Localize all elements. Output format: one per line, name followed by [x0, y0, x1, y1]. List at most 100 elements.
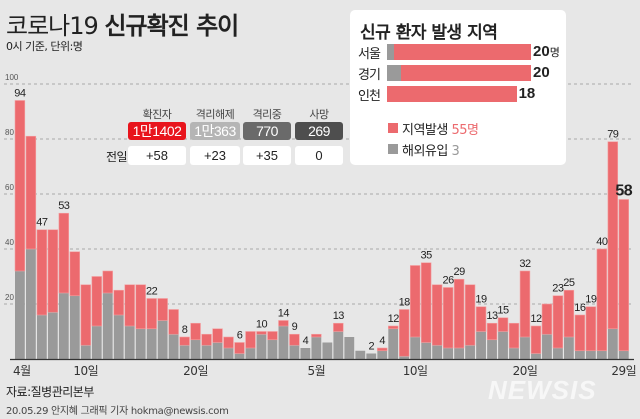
bar-local: [135, 284, 146, 330]
bar-local: [596, 248, 608, 352]
bar-local: [245, 331, 256, 349]
data-label: 53: [58, 200, 70, 212]
bar-imported: [618, 350, 629, 359]
bar-imported: [168, 334, 179, 359]
bar-local: [377, 347, 388, 352]
bar-imported: [399, 356, 410, 359]
bar-local: [113, 289, 124, 316]
bar-imported: [47, 312, 58, 359]
bar-local: [311, 333, 322, 338]
region-bar-imported: [387, 44, 395, 60]
bar-imported: [245, 347, 256, 359]
bar-local: [190, 322, 201, 341]
bar-local: [398, 309, 410, 357]
stat-label: 확진자: [142, 108, 172, 121]
stat-label: 사망: [309, 108, 329, 121]
data-label: 13: [486, 310, 498, 322]
region-bar-local: [387, 86, 517, 102]
bar-local: [552, 295, 564, 349]
bar-imported: [465, 345, 475, 359]
x-tick-label: 10일: [73, 364, 98, 378]
bar-local: [47, 229, 59, 313]
y-tick-label: 20: [5, 293, 14, 302]
bar-imported: [574, 350, 585, 359]
bar-imported: [36, 314, 47, 359]
bar-local: [289, 333, 300, 346]
legend-local-name: 지역발생: [402, 123, 448, 138]
region-bar-local: [394, 44, 531, 60]
bar-imported: [190, 339, 201, 359]
x-tick-label: 20일: [183, 364, 208, 378]
bar-imported: [520, 336, 530, 359]
stat-label: 격리중: [252, 108, 282, 121]
data-label: 29: [453, 266, 465, 278]
bar-local: [475, 306, 487, 332]
bar-imported: [300, 347, 311, 359]
bar-imported: [267, 339, 278, 359]
data-label: 13: [333, 310, 345, 322]
data-label: 10: [256, 318, 268, 330]
bar-imported: [432, 345, 443, 359]
bar-imported: [333, 331, 344, 359]
region-value-number: 20: [533, 64, 550, 81]
data-label: 12: [530, 313, 542, 325]
region-name: 서울: [358, 47, 381, 62]
bar-imported: [102, 292, 113, 359]
bar-local: [409, 265, 421, 338]
bar-local: [486, 322, 498, 341]
region-bar-imported: [387, 65, 402, 81]
data-label: 9: [292, 321, 298, 333]
bar-imported: [377, 350, 388, 359]
bar-imported: [58, 292, 69, 359]
stat-diff: +23: [190, 146, 240, 165]
region-value-number: 20: [533, 43, 550, 60]
x-tick-label: 10일: [403, 364, 428, 378]
bar-imported: [322, 342, 333, 359]
bar-imported: [607, 328, 618, 359]
data-label: 19: [585, 294, 597, 306]
data-label: 23: [552, 283, 564, 295]
bar-imported: [487, 339, 497, 359]
bar-local: [58, 212, 70, 294]
region-name: 인천: [358, 89, 381, 104]
bar-imported: [542, 334, 552, 359]
bar-imported: [344, 336, 355, 359]
bar-local: [179, 336, 190, 346]
legend-local: 지역발생 55명: [402, 119, 479, 138]
bar-local: [69, 251, 81, 297]
bar-local: [607, 141, 619, 330]
bar-local: [201, 333, 212, 346]
bar-imported: [410, 336, 421, 359]
data-label: 19: [475, 294, 487, 306]
bar-imported: [278, 325, 289, 359]
bar-local: [223, 336, 234, 349]
bar-imported: [509, 347, 519, 359]
credit: 20.05.29 안지혜 그래픽 기자 hokma@newsis.com: [6, 406, 229, 417]
bar-imported: [157, 320, 168, 359]
data-label: 8: [182, 324, 188, 336]
bar-local: [91, 276, 102, 327]
stat-diff: 0: [295, 146, 343, 165]
bar-local: [267, 331, 278, 341]
bar-imported: [212, 342, 223, 359]
bar-local: [14, 100, 26, 272]
bar-imported: [179, 345, 190, 359]
data-label: 26: [442, 274, 454, 286]
region-value: 20명: [533, 43, 560, 60]
legend-swatch-local: [388, 123, 398, 133]
region-unit: 명: [549, 47, 560, 59]
region-value: 18: [519, 85, 536, 102]
legend-imported: 해외유입 3: [402, 140, 460, 159]
x-tick-label: 4월: [13, 364, 31, 378]
stat-value: 269: [295, 122, 343, 140]
bar-imported: [113, 314, 124, 359]
data-label: 4: [379, 335, 385, 347]
data-label: 6: [237, 329, 243, 341]
stat-label: 격리해제: [195, 108, 235, 121]
bar-local: [508, 322, 520, 349]
bar-imported: [15, 270, 25, 359]
bar-local: [80, 284, 91, 346]
data-label: 18: [399, 296, 411, 308]
bar-imported: [201, 345, 212, 359]
chart-subtitle: 0시 기준, 단위:명: [6, 40, 83, 53]
